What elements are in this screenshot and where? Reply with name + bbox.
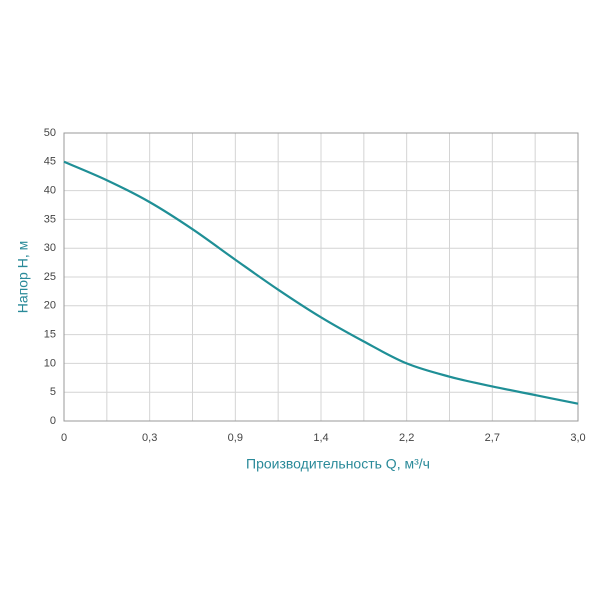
x-tick-label: 2,7 (485, 432, 500, 444)
y-tick-label: 20 (44, 300, 56, 312)
y-axis-title: Напор H, м (15, 241, 31, 313)
x-tick-label: 0,9 (228, 432, 243, 444)
x-tick-label: 0,3 (142, 432, 157, 444)
plot-frame (63, 132, 579, 422)
y-tick-label: 0 (50, 415, 56, 427)
y-tick-label: 30 (44, 242, 56, 254)
y-tick-label: 40 (44, 185, 56, 197)
curve (63, 160, 579, 405)
y-tick-label: 45 (44, 156, 56, 168)
y-tick-label: 10 (44, 357, 56, 369)
y-tick-label: 35 (44, 213, 56, 225)
y-tick-label: 15 (44, 329, 56, 341)
y-tick-label: 25 (44, 271, 56, 283)
y-tick-label: 5 (50, 386, 56, 398)
x-tick-label: 0 (61, 432, 67, 444)
x-axis-title: Производительность Q, м³/ч (246, 456, 430, 472)
x-tick-label: 2,2 (399, 432, 414, 444)
x-tick-label: 3,0 (570, 432, 585, 444)
x-tick-label: 1,4 (313, 432, 328, 444)
y-tick-label: 50 (44, 127, 56, 139)
